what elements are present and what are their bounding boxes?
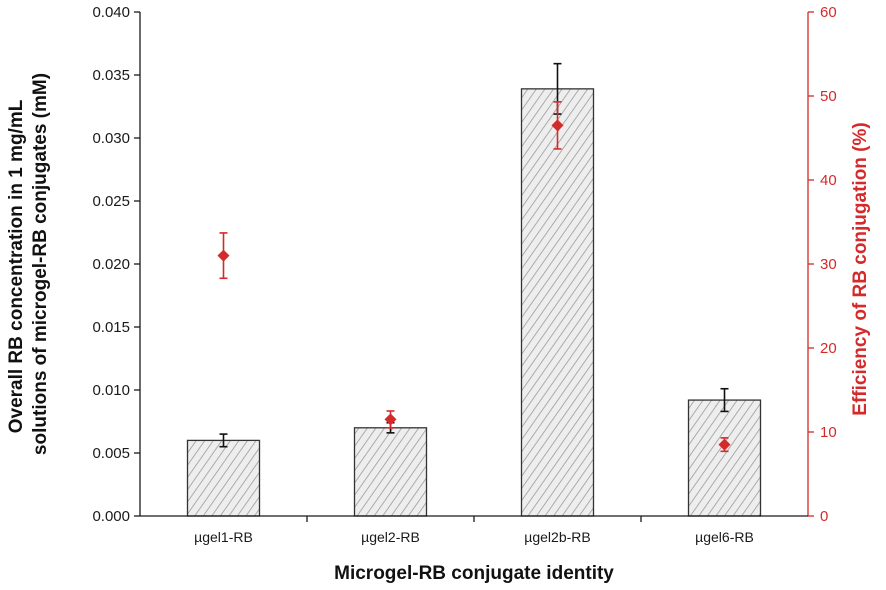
left-tick-label: 0.030 <box>92 130 130 147</box>
y-axis-title-line-1: Overall RB concentration in 1 mg/mL <box>6 99 27 433</box>
left-axis-ticks: 0.000 0.005 0.010 0.015 0.020 0.025 0.030 0.035… <box>92 4 642 525</box>
left-tick-label: 0.005 <box>92 445 130 462</box>
left-tick-label: 0.025 <box>92 193 130 210</box>
category-label: µgel1-RB <box>194 529 253 545</box>
category-label: µgel2-RB <box>361 529 420 545</box>
left-tick-label: 0.035 <box>92 67 130 84</box>
y-axis-title: Overall RB concentration in 1 mg/mL solu… <box>6 73 51 455</box>
right-axis-ticks: 0 10 20 30 40 50 60 <box>808 4 837 525</box>
bar <box>520 88 595 517</box>
category-label: µgel6-RB <box>695 529 754 545</box>
y-axis-title-line-2: solutions of microgel-RB conjugates (mM) <box>30 73 51 455</box>
bar <box>687 399 762 517</box>
left-tick-label: 0.015 <box>92 319 130 336</box>
efficiency-marker <box>384 413 397 426</box>
right-tick-label: 0 <box>820 508 828 525</box>
category-label: µgel2b-RB <box>524 529 590 545</box>
y2-axis-title: Efficiency of RB conjugation (%) <box>850 122 871 415</box>
left-tick-label: 0.000 <box>92 508 130 525</box>
category-labels: µgel1-RB µgel2-RB µgel2b-RB µgel6-RB <box>194 529 754 545</box>
bar <box>186 439 261 517</box>
efficiency-marker <box>217 249 230 262</box>
left-tick-label: 0.020 <box>92 256 130 273</box>
x-axis-title: Microgel-RB conjugate identity <box>334 563 614 584</box>
efficiency-marker <box>718 438 731 451</box>
right-tick-label: 10 <box>820 424 837 441</box>
bar-series <box>186 62 762 517</box>
right-tick-label: 60 <box>820 4 837 21</box>
right-tick-label: 20 <box>820 340 837 357</box>
right-tick-label: 50 <box>820 88 837 105</box>
right-tick-label: 30 <box>820 256 837 273</box>
bar <box>353 427 428 517</box>
left-tick-label: 0.040 <box>92 4 130 21</box>
left-tick-label: 0.010 <box>92 382 130 399</box>
right-tick-label: 40 <box>820 172 837 189</box>
efficiency-series <box>217 101 731 453</box>
efficiency-marker <box>551 119 564 132</box>
